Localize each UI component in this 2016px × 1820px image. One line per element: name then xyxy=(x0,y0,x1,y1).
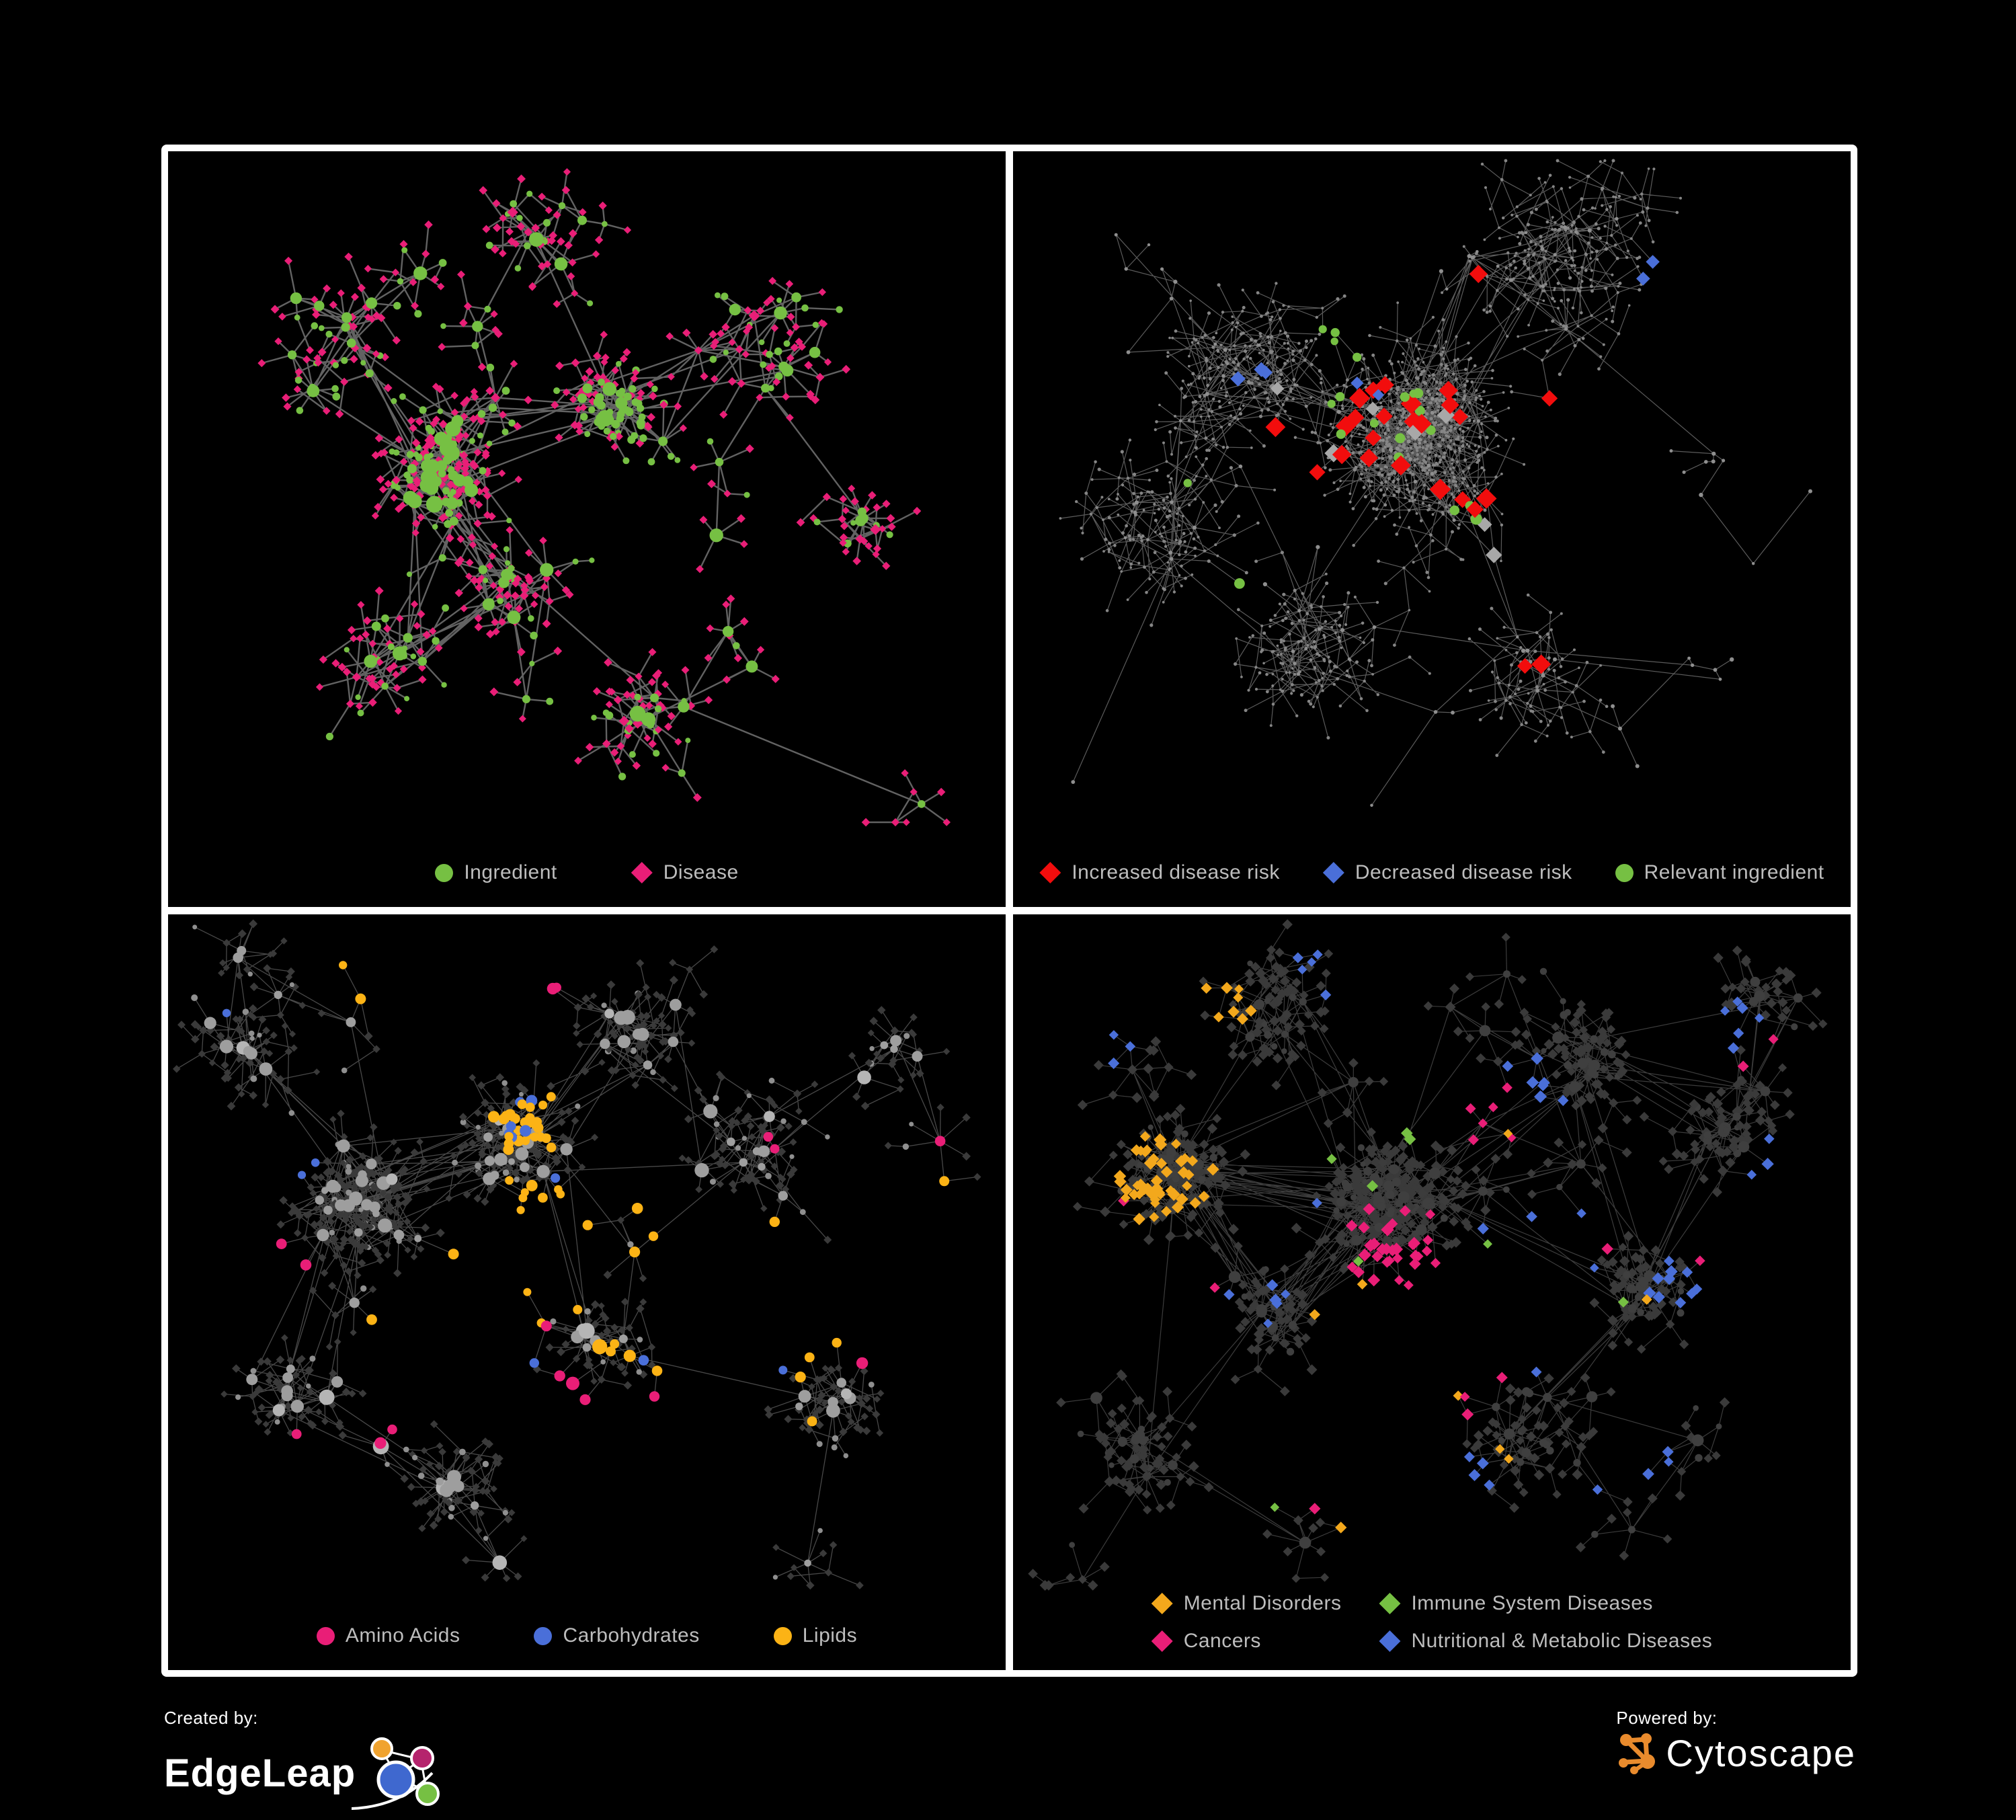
powered-by-block: Powered by: Cytoscape xyxy=(1616,1708,1856,1776)
legend-disease-risk: Increased disease risk Decreased disease… xyxy=(1013,861,1851,884)
panel-disease-risk: Increased disease risk Decreased disease… xyxy=(1013,151,1851,907)
increased-risk-diamond-icon xyxy=(1039,862,1061,883)
legend-label-increased-risk: Increased disease risk xyxy=(1072,861,1280,883)
panel-nutrient-classes: Amino Acids Carbohydrates Lipids xyxy=(168,914,1006,1670)
network-canvas-disease-categories xyxy=(1028,919,1828,1591)
amino-acids-circle-icon xyxy=(316,1626,335,1645)
disease-diamond-icon xyxy=(631,862,653,883)
created-by-label: Created by: xyxy=(164,1708,258,1728)
legend-label-immune-system-diseases: Immune System Diseases xyxy=(1411,1592,1653,1614)
legend-item-disease: Disease xyxy=(631,861,739,884)
legend-label-relevant-ingredient: Relevant ingredient xyxy=(1644,861,1824,883)
relevant-ingredient-circle-icon xyxy=(1615,863,1634,882)
legend-label-decreased-risk: Decreased disease risk xyxy=(1355,861,1572,883)
legend-item-increased-risk: Increased disease risk xyxy=(1039,861,1279,884)
legend-label-lipids: Lipids xyxy=(802,1624,858,1647)
nutritional-metabolic-diamond-icon xyxy=(1379,1630,1401,1652)
panel-disease-categories: Mental Disorders Immune System Diseases … xyxy=(1013,914,1851,1670)
legend-item-amino-acids: Amino Acids xyxy=(316,1624,460,1647)
legend-item-ingredient: Ingredient xyxy=(435,861,557,884)
edgeleap-logo-icon xyxy=(352,1737,440,1811)
carbohydrates-circle-icon xyxy=(534,1626,553,1645)
network-canvas-ingredient-disease xyxy=(257,168,951,827)
legend-label-disease: Disease xyxy=(663,861,739,883)
immune-system-diamond-icon xyxy=(1379,1593,1401,1614)
legend-item-cancers: Cancers xyxy=(1151,1630,1261,1653)
decreased-risk-diamond-icon xyxy=(1322,862,1344,883)
legend-ingredient-disease: Ingredient Disease xyxy=(168,861,1006,884)
cytoscape-logo-icon xyxy=(1619,1733,1656,1774)
edgeleap-logo-text: EdgeLeap xyxy=(164,1751,356,1795)
legend-label-ingredient: Ingredient xyxy=(464,861,557,883)
cytoscape-logo-text: Cytoscape xyxy=(1666,1732,1856,1774)
mental-disorders-diamond-icon xyxy=(1151,1593,1173,1614)
legend-nutrient-classes: Amino Acids Carbohydrates Lipids xyxy=(168,1624,1006,1647)
panel-ingredient-disease: Ingredient Disease xyxy=(168,151,1006,907)
network-canvas-disease-risk xyxy=(1059,159,1812,807)
legend-label-carbohydrates: Carbohydrates xyxy=(563,1624,700,1647)
legend-label-cancers: Cancers xyxy=(1183,1630,1261,1652)
legend-item-nutritional-metabolic: Nutritional & Metabolic Diseases xyxy=(1379,1630,1712,1653)
legend-disease-categories: Mental Disorders Immune System Diseases … xyxy=(1151,1592,1713,1653)
lipids-circle-icon xyxy=(773,1626,792,1645)
legend-item-immune-system-diseases: Immune System Diseases xyxy=(1379,1592,1652,1615)
legend-label-mental-disorders: Mental Disorders xyxy=(1183,1592,1342,1614)
network-canvas-nutrient-classes xyxy=(173,919,981,1590)
created-by-block: Created by: EdgeLeap xyxy=(164,1708,452,1815)
legend-item-lipids: Lipids xyxy=(773,1624,858,1647)
legend-item-relevant-ingredient: Relevant ingredient xyxy=(1615,861,1824,884)
panel-grid: Ingredient Disease Increased disease ris… xyxy=(161,145,1857,1677)
legend-item-decreased-risk: Decreased disease risk xyxy=(1322,861,1572,884)
legend-label-amino-acids: Amino Acids xyxy=(345,1624,460,1647)
ingredient-circle-icon xyxy=(435,863,454,882)
legend-item-carbohydrates: Carbohydrates xyxy=(534,1624,699,1647)
legend-label-nutritional-metabolic: Nutritional & Metabolic Diseases xyxy=(1411,1630,1713,1652)
powered-by-label: Powered by: xyxy=(1616,1708,1718,1728)
cancers-diamond-icon xyxy=(1151,1630,1173,1652)
legend-item-mental-disorders: Mental Disorders xyxy=(1151,1592,1342,1615)
